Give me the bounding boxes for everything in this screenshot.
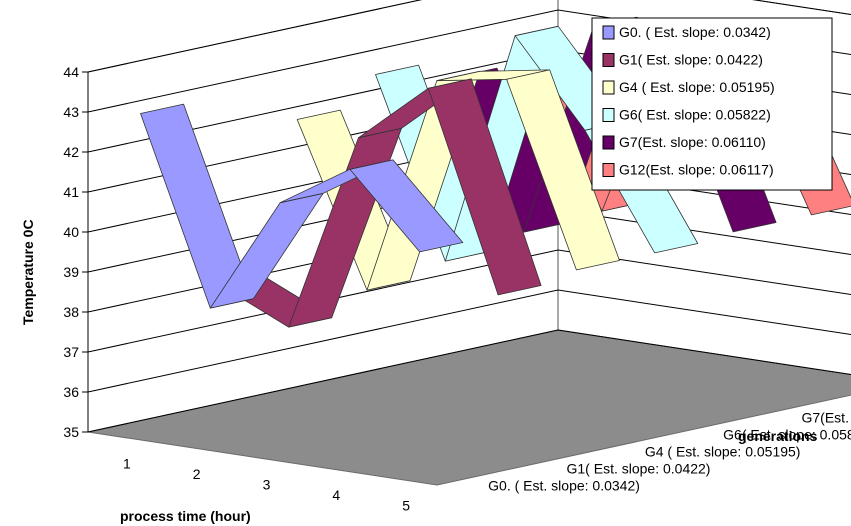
series-segment [427,78,542,296]
x-tick-label: 2 [193,466,201,482]
axis-ticks: 35 36 37 38 39 40 41 42 43 44 1 2 3 4 5 G0. ( Est. slop… [63,64,851,514]
y-tick-label: 41 [63,184,79,200]
legend-swatch [602,163,615,177]
legend-label: G7(Est. slope: 0.06110) [619,134,766,150]
z-tick-label: G6( Est. slope: 0.05822) [723,427,851,443]
gridline [87,289,851,393]
y-tick-label: 37 [63,344,79,360]
legend-swatch [602,135,615,150]
y-tick-label: 40 [63,224,79,240]
y-tick-label: 36 [63,384,79,400]
legend-label: G6( Est. slope: 0.05822) [619,107,771,123]
y-tick-label: 39 [63,264,79,280]
y-tick-label: 38 [63,304,79,320]
legend-box [591,17,833,191]
legend-swatch [602,80,615,95]
z-axis-title: generations [738,428,818,444]
gridline [87,0,851,73]
x-tick-label: 1 [123,455,131,471]
legend-swatch [602,53,615,67]
y-tick-label: 35 [63,424,79,440]
z-tick-label: G4 ( Est. slope: 0.05195) [645,444,801,460]
legend-label: G0. ( Est. slope: 0.0342) [619,24,771,40]
x-axis-title: process time (hour) [120,508,251,524]
series-ribbon [140,103,464,309]
series-segment [349,159,464,253]
z-tick-label: G0. ( Est. slope: 0.0342) [488,478,640,494]
legend-swatch [602,108,615,122]
x-tick-label: 4 [332,487,340,503]
gridline [87,329,851,433]
series-segment [506,69,620,271]
legend: G0. ( Est. slope: 0.0342) G1( Est. slope:… [591,17,833,191]
z-tick-label: G7(Est. slope: 0.06110) [802,410,851,426]
legend-label: G4 ( Est. slope: 0.05195) [619,79,775,95]
y-axis-title: Temperature 0C [20,219,36,325]
y-tick-label: 42 [63,144,79,160]
legend-label: G12(Est. slope: 0.06117) [619,162,774,178]
y-tick-label: 43 [63,104,79,120]
legend-label: G1( Est. slope: 0.0422) [619,52,763,68]
x-tick-label: 5 [402,498,410,514]
z-tick-label: G1( Est. slope: 0.0422) [567,461,711,477]
y-tick-label: 44 [63,64,79,80]
x-tick-label: 3 [263,477,271,493]
gridline [87,249,851,353]
legend-swatch [602,25,615,40]
